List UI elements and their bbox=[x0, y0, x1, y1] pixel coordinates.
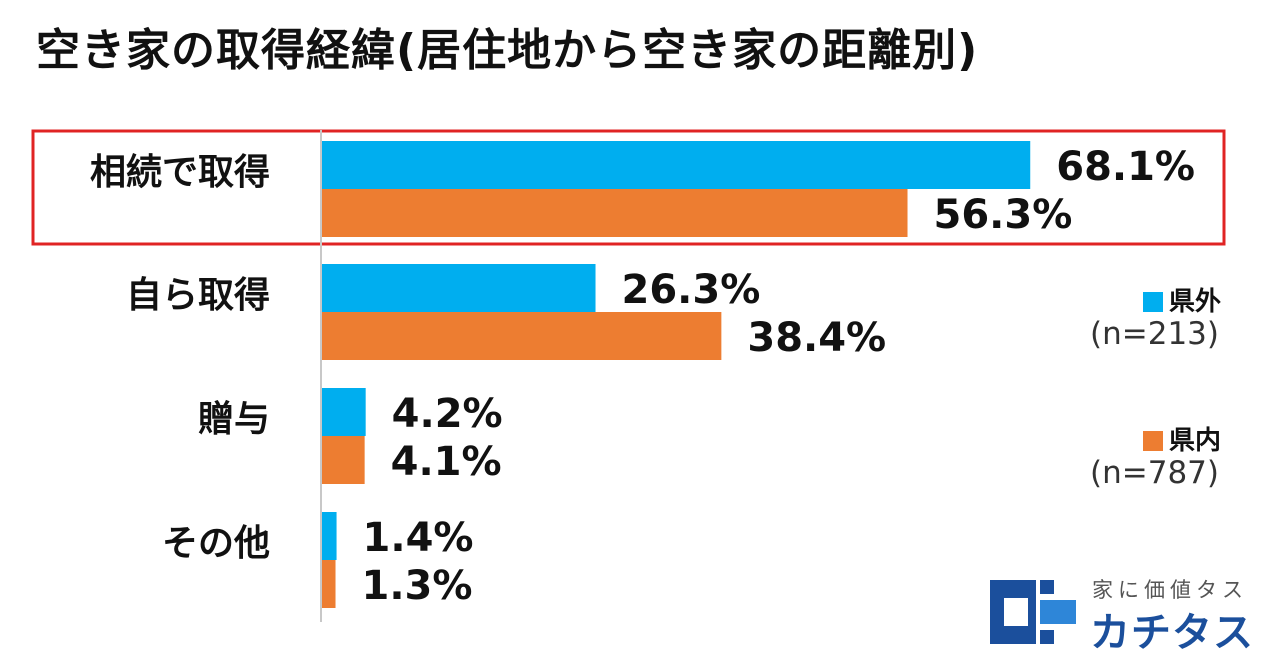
data-label: 4.2% bbox=[392, 391, 503, 437]
data-label: 38.4% bbox=[747, 315, 886, 361]
logo-name: カチタス bbox=[1090, 610, 1254, 656]
legend-n-series-1: (n=213) bbox=[1090, 316, 1219, 352]
category-label: 贈与 bbox=[198, 399, 270, 440]
legend-label-series-1: 県外 bbox=[1169, 287, 1222, 317]
legend-item-series-2: 県内 bbox=[1143, 420, 1221, 457]
house-logo-icon bbox=[990, 580, 1076, 644]
category-label: 相続で取得 bbox=[90, 152, 270, 193]
legend-n-series-2: (n=787) bbox=[1090, 455, 1219, 491]
bar bbox=[322, 312, 722, 360]
data-label: 56.3% bbox=[934, 192, 1073, 238]
category-label: その他 bbox=[162, 523, 270, 564]
bar bbox=[322, 560, 336, 608]
kachitas-logo: 家に価値タス カチタス bbox=[990, 574, 1270, 664]
legend-item-series-1: 県外 bbox=[1143, 281, 1221, 318]
bar bbox=[322, 512, 337, 560]
legend-label-series-2: 県内 bbox=[1169, 426, 1222, 456]
data-label: 1.4% bbox=[363, 515, 474, 561]
logo-tagline: 家に価値タス bbox=[1092, 578, 1248, 602]
chart-title: 空き家の取得経緯(居住地から空き家の距離別) bbox=[36, 25, 979, 76]
legend-swatch-series-1 bbox=[1143, 292, 1163, 312]
data-label: 4.1% bbox=[391, 439, 502, 485]
bar bbox=[322, 264, 596, 312]
bar bbox=[322, 141, 1031, 189]
bar bbox=[322, 189, 908, 237]
highlight-box bbox=[31, 129, 1226, 246]
data-label: 26.3% bbox=[622, 267, 761, 313]
bar bbox=[322, 388, 366, 436]
data-label: 1.3% bbox=[362, 563, 473, 609]
bar bbox=[322, 436, 365, 484]
legend-swatch-series-2 bbox=[1143, 431, 1163, 451]
data-label: 68.1% bbox=[1056, 144, 1195, 190]
category-label: 自ら取得 bbox=[126, 275, 270, 316]
